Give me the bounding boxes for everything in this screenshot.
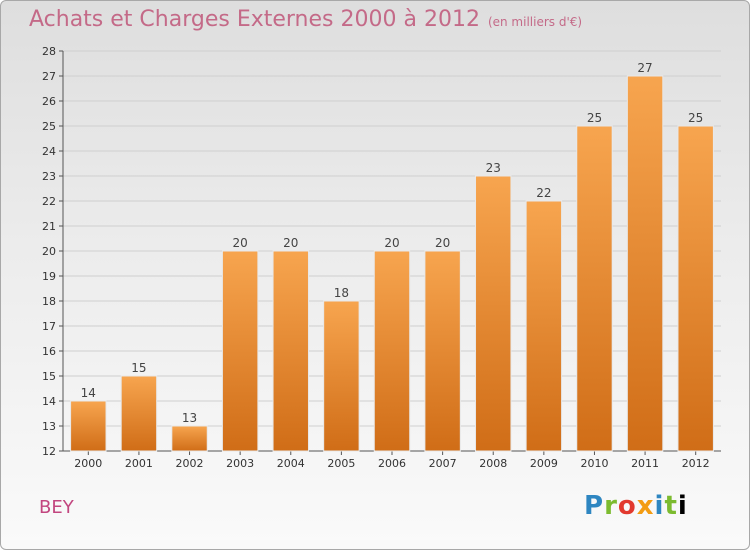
data-label-2012: 25 <box>688 111 703 125</box>
bar-2008 <box>475 175 512 452</box>
y-tick-label: 14 <box>42 395 56 408</box>
x-tick-label: 2011 <box>631 457 659 470</box>
x-tick-label: 2002 <box>176 457 204 470</box>
x-tick-label: 2001 <box>125 457 153 470</box>
bar-2010 <box>576 125 613 452</box>
y-tick-label: 18 <box>42 295 56 308</box>
x-tick-label: 2009 <box>530 457 558 470</box>
unit-label: (en milliers d'€) <box>487 15 583 29</box>
bar-2004 <box>272 250 309 452</box>
data-label-2002: 13 <box>182 411 197 425</box>
y-tick-label: 12 <box>42 445 56 458</box>
y-tick-label: 16 <box>42 345 56 358</box>
bar-2003 <box>221 250 259 452</box>
x-tick-label: 2012 <box>682 457 710 470</box>
y-tick-label: 28 <box>42 45 56 58</box>
bar-2012 <box>677 125 714 452</box>
y-tick-label: 27 <box>42 70 56 83</box>
bar-2001 <box>120 375 158 452</box>
chart-title: Achats et Charges Externes 2000 à 2012 (e… <box>29 7 582 32</box>
commune-name: BEY <box>39 497 74 518</box>
data-label-2011: 27 <box>637 61 652 75</box>
x-tick-label: 2010 <box>580 457 608 470</box>
x-tick-label: 2005 <box>327 457 355 470</box>
bar-2005 <box>323 300 360 452</box>
labels: 12 13 14 15 16 17 18 19 20 21 22 23 24 25 26 27 28 14 2000… <box>42 45 710 470</box>
bar-2006 <box>373 250 411 452</box>
y-tick-label: 26 <box>42 95 56 108</box>
x-tick-label: 2003 <box>226 457 254 470</box>
data-label-2000: 14 <box>81 386 96 400</box>
y-tick-label: 17 <box>42 320 56 333</box>
y-tick-label: 25 <box>42 120 56 133</box>
data-label-2007: 20 <box>435 236 450 250</box>
data-label-2010: 25 <box>587 111 602 125</box>
proxiti-logo: Proxiti <box>584 491 688 521</box>
x-tick-label: 2006 <box>378 457 406 470</box>
data-label-2004: 20 <box>283 236 298 250</box>
x-tick-label: 2007 <box>429 457 457 470</box>
bars <box>70 75 714 452</box>
data-label-2009: 22 <box>536 186 551 200</box>
data-label-2001: 15 <box>131 361 146 375</box>
y-tick-label: 22 <box>42 195 56 208</box>
bar-2000 <box>70 400 107 452</box>
data-label-2005: 18 <box>334 286 349 300</box>
y-tick-label: 23 <box>42 170 56 183</box>
data-label-2006: 20 <box>384 236 399 250</box>
x-tick-label: 2000 <box>74 457 102 470</box>
y-tick-label: 13 <box>42 420 56 433</box>
x-tick-label: 2004 <box>277 457 305 470</box>
y-tick-label: 19 <box>42 270 56 283</box>
data-label-2008: 23 <box>486 161 501 175</box>
y-tick-label: 15 <box>42 370 56 383</box>
bar-2011 <box>626 75 664 452</box>
y-tick-label: 21 <box>42 220 56 233</box>
bar-2009 <box>525 200 563 452</box>
title-text: Achats et Charges Externes 2000 à 2012 <box>29 7 480 32</box>
y-tick-label: 20 <box>42 245 56 258</box>
x-tick-label: 2008 <box>479 457 507 470</box>
data-label-2003: 20 <box>233 236 248 250</box>
bar-2007 <box>424 250 461 452</box>
bar-2002 <box>171 425 208 452</box>
y-tick-label: 24 <box>42 145 56 158</box>
